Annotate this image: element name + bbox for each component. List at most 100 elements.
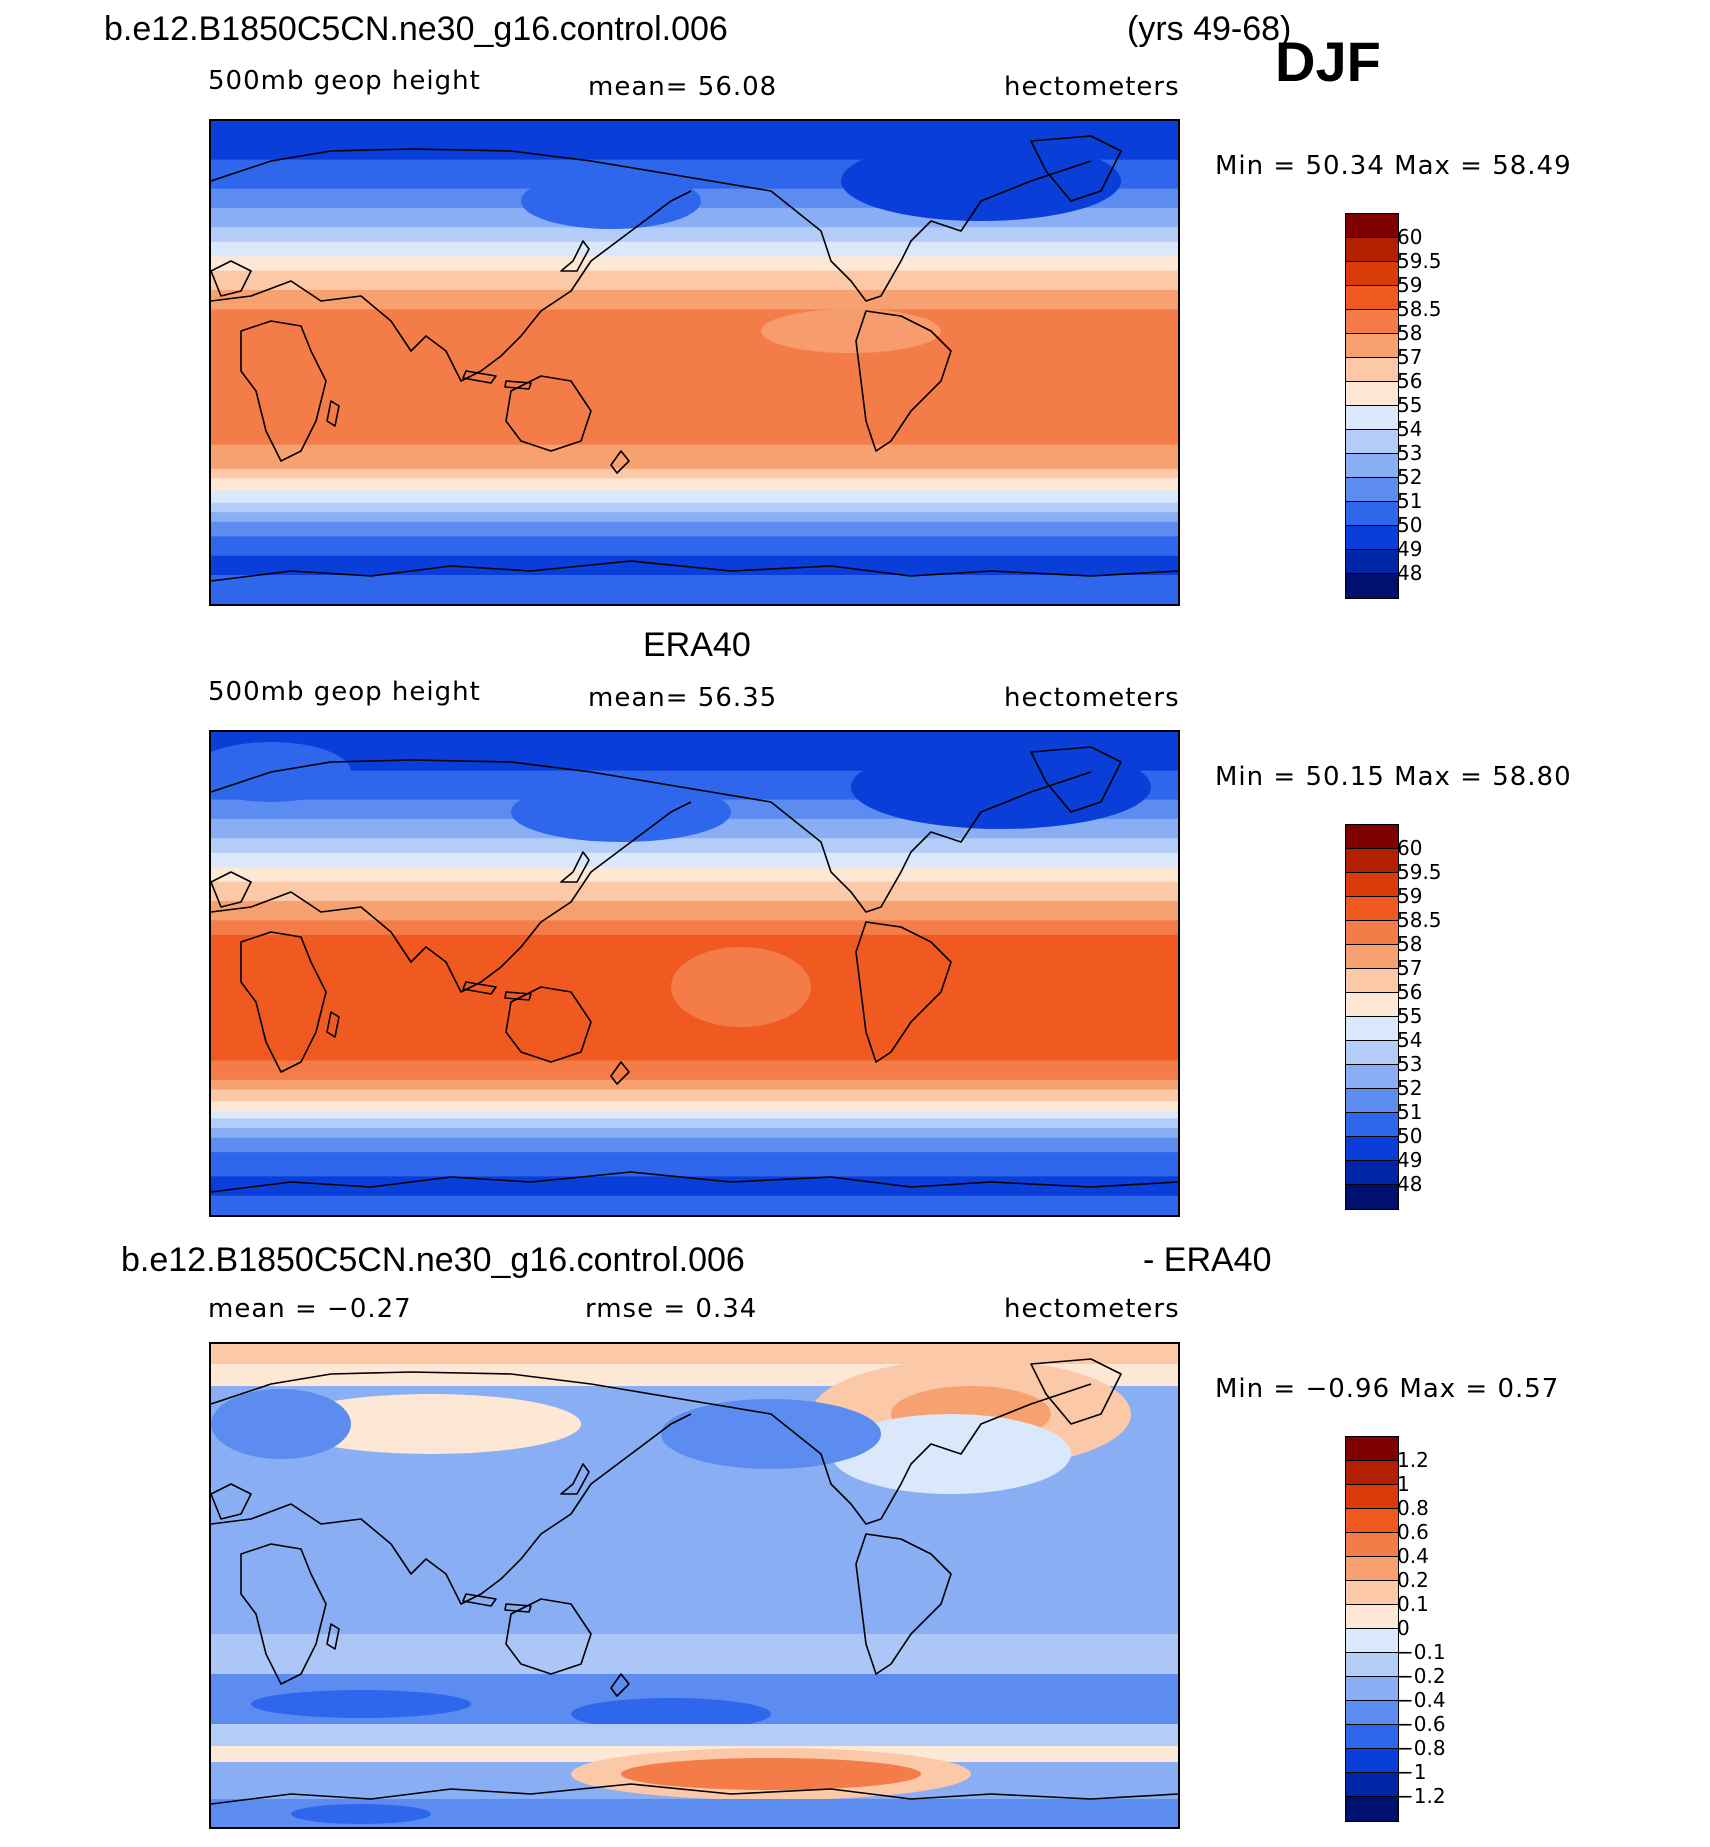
colorbar-tick-label: 54 [1397,1028,1423,1052]
contour-band [211,1724,1178,1746]
panel3-map [209,1342,1180,1829]
panel2-contour-field [211,732,1178,1215]
colorbar-swatch [1346,334,1398,358]
coastline [505,375,592,452]
colorbar-swatch [1346,873,1398,897]
colorbar-tick-label: −1.2 [1397,1784,1446,1808]
panel2-minmax-label: Min = 50.15 Max = 58.80 [1215,762,1572,792]
colorbar-swatch [1346,382,1398,406]
colorbar-tick-label: 49 [1397,1148,1423,1172]
panel2-variable-label: 500mb geop height [208,677,481,707]
contour-band [211,227,1178,243]
colorbar-tick-label: 53 [1397,441,1423,465]
contour-band [211,867,1178,883]
colorbar-swatch [1346,969,1398,993]
contour-band [211,290,1178,311]
coastline [211,190,692,382]
contour-band [211,256,1178,272]
colorbar-swatch [1346,1113,1398,1137]
panel1-mean-label: mean= 56.08 [588,72,778,102]
colorbar-tick-label: −0.4 [1397,1688,1446,1712]
colorbar-tick-label: 57 [1397,345,1423,369]
colorbar-tick-label: 59.5 [1397,249,1442,273]
contour-band [211,309,1178,446]
panel2-title: ERA40 [643,626,751,664]
panel3-contour-field [211,1344,1178,1827]
colorbar-tick-label: 59 [1397,884,1423,908]
colorbar-swatch [1346,1137,1398,1161]
colorbar-swatch [1346,574,1398,598]
colorbar-swatch [1346,550,1398,574]
colorbar-swatch [1346,1089,1398,1113]
contour-band [211,852,1178,869]
colorbar-tick-label: 0.6 [1397,1520,1429,1544]
colorbar-tick-label: 59 [1397,273,1423,297]
colorbar-tick-label: 1.2 [1397,1448,1429,1472]
colorbar-tick-label: 59.5 [1397,860,1442,884]
contour-band [211,241,1178,258]
panel3-case-title: b.e12.B1850C5CN.ne30_g16.control.006 [121,1241,745,1279]
colorbar-swatch [1346,1581,1398,1605]
colorbar-tick-label: 58 [1397,321,1423,345]
contour-band [211,575,1178,604]
coastline [211,801,692,993]
contour-band [211,512,1178,523]
coastline [1030,746,1122,813]
colorbar-swatch [1346,430,1398,454]
colorbar-swatch [1346,1749,1398,1773]
coastline [504,991,532,1001]
coastline [211,1483,252,1520]
contour-band [211,1152,1178,1178]
panel1-case-title: b.e12.B1850C5CN.ne30_g16.control.006 [104,10,728,48]
colorbar-tick-label: 58 [1397,932,1423,956]
panel3-mean-label: mean = −0.27 [208,1294,412,1324]
trough-contour [851,745,1151,829]
coastline [855,310,952,452]
colorbar-swatch [1346,478,1398,502]
coastline [326,1623,340,1650]
colorbar-tick-label: 50 [1397,1124,1423,1148]
coastline [1030,135,1122,202]
colorbar-swatch [1346,310,1398,334]
colorbar-swatch [1346,1653,1398,1677]
contour-band [211,555,1178,576]
negative-anomaly [571,1698,771,1730]
colorbar-swatch [1346,358,1398,382]
colorbar-swatch [1346,454,1398,478]
panel1-colorbar [1345,213,1399,599]
colorbar-tick-label: 53 [1397,1052,1423,1076]
colorbar-swatch [1346,1533,1398,1557]
colorbar-swatch [1346,526,1398,550]
colorbar-swatch [1346,1701,1398,1725]
colorbar-swatch [1346,1185,1398,1209]
panel1-units-label: hectometers [1004,72,1180,102]
coastline [326,400,340,427]
colorbar-tick-label: 0.8 [1397,1496,1429,1520]
contour-band [211,838,1178,854]
contour-band [211,1060,1178,1081]
coastline [610,450,630,474]
colorbar-tick-label: 0.2 [1397,1568,1429,1592]
coastline [211,560,1178,582]
colorbar-swatch [1346,286,1398,310]
contour-band [211,1634,1178,1674]
contour-band [211,881,1178,902]
coastline [855,921,952,1063]
coastline [560,851,590,883]
coastline [211,1171,1178,1193]
coastline [504,1603,532,1613]
colorbar-tick-label: 50 [1397,513,1423,537]
contour-band [211,1118,1178,1130]
coastline [240,931,327,1073]
panel3-minus-label: - ERA40 [1143,1241,1272,1279]
panel1-contour-field [211,121,1178,604]
contour-band [211,502,1178,514]
contour-band [211,1195,1178,1215]
colorbar-swatch [1346,921,1398,945]
colorbar-tick-label: 52 [1397,1076,1423,1100]
negative-anomaly [291,1804,431,1824]
panel2-map [209,730,1180,1217]
coastline [211,1371,712,1405]
contour-band [211,521,1178,538]
coastline [1030,1358,1122,1425]
